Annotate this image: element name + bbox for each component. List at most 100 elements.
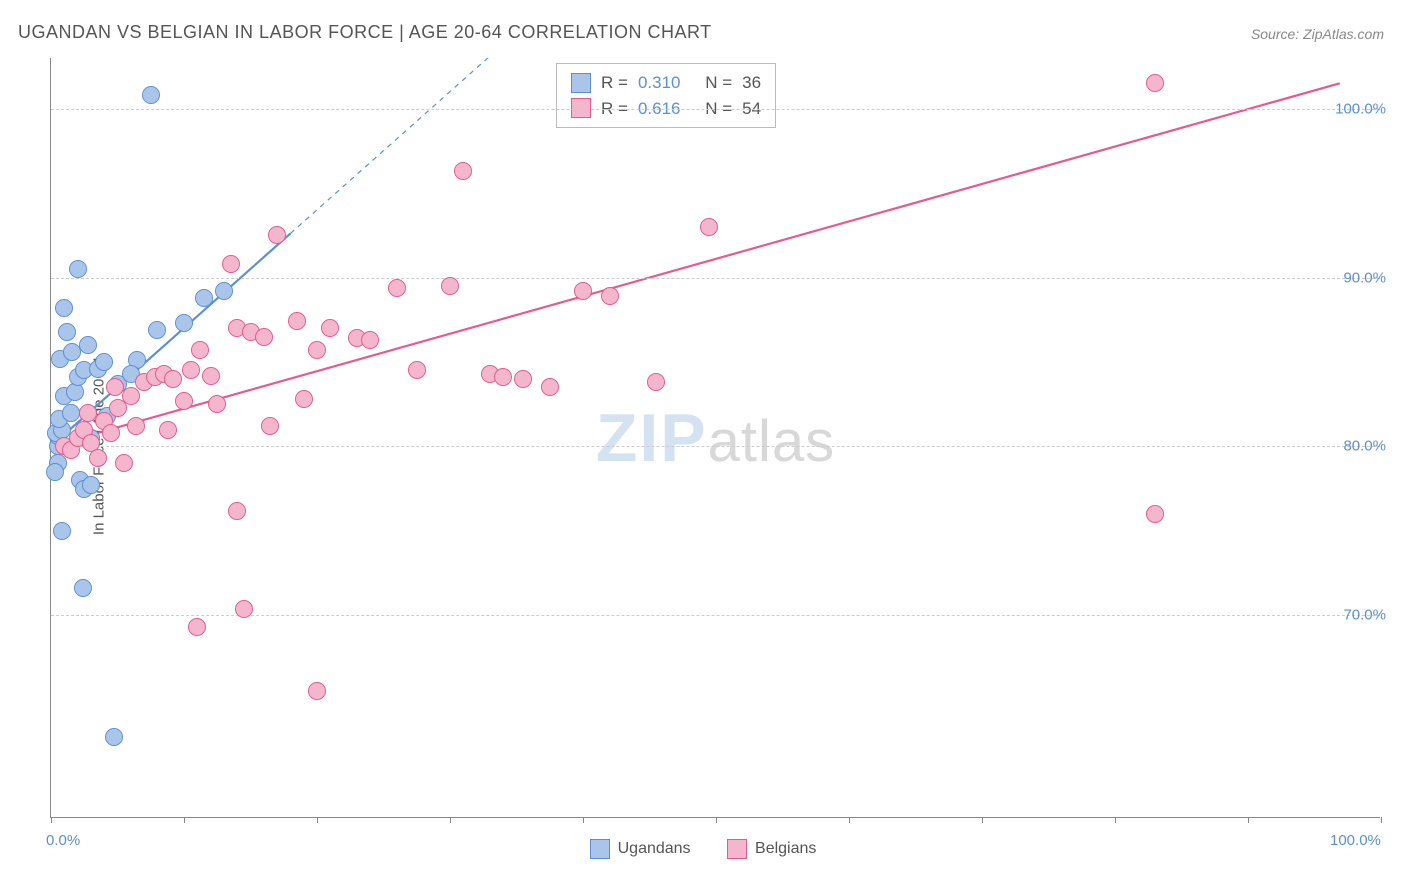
r-label: R = <box>601 70 628 96</box>
trend-lines-svg <box>51 58 1380 817</box>
scatter-point <box>514 370 532 388</box>
scatter-point <box>541 378 559 396</box>
r-value-ugandans: 0.310 <box>638 70 681 96</box>
x-tick <box>982 817 983 823</box>
scatter-point <box>62 404 80 422</box>
x-tick <box>1381 817 1382 823</box>
scatter-point <box>79 404 97 422</box>
swatch-belgians <box>727 839 747 859</box>
scatter-point <box>235 600 253 618</box>
y-tick-label: 80.0% <box>1343 438 1386 455</box>
scatter-point <box>159 421 177 439</box>
n-value-ugandans: 36 <box>742 70 761 96</box>
series-legend: Ugandans Belgians <box>0 839 1406 864</box>
x-tick-label: 100.0% <box>1330 832 1381 849</box>
scatter-point <box>74 579 92 597</box>
scatter-point <box>115 454 133 472</box>
scatter-point <box>142 86 160 104</box>
scatter-point <box>95 353 113 371</box>
scatter-point <box>148 321 166 339</box>
scatter-point <box>122 387 140 405</box>
scatter-point <box>106 378 124 396</box>
scatter-point <box>55 299 73 317</box>
grid-line-h <box>51 109 1380 110</box>
n-label: N = <box>705 70 732 96</box>
x-tick <box>583 817 584 823</box>
correlation-legend: R = 0.310 N = 36 R = 0.616 N = 54 <box>556 63 776 128</box>
chart-title: UGANDAN VS BELGIAN IN LABOR FORCE | AGE … <box>18 22 712 43</box>
scatter-point <box>308 341 326 359</box>
scatter-point <box>647 373 665 391</box>
scatter-point <box>188 618 206 636</box>
legend-item-belgians: Belgians <box>727 839 816 859</box>
legend-label: Belgians <box>755 840 816 858</box>
scatter-point <box>1146 505 1164 523</box>
scatter-point <box>66 383 84 401</box>
scatter-point <box>195 289 213 307</box>
y-tick-label: 70.0% <box>1343 607 1386 624</box>
legend-label: Ugandans <box>618 840 691 858</box>
scatter-point <box>268 226 286 244</box>
scatter-point <box>494 368 512 386</box>
scatter-point <box>89 449 107 467</box>
scatter-point <box>454 162 472 180</box>
scatter-point <box>191 341 209 359</box>
swatch-ugandans <box>571 73 591 93</box>
scatter-point <box>53 522 71 540</box>
grid-line-h <box>51 615 1380 616</box>
x-tick <box>184 817 185 823</box>
scatter-point <box>127 417 145 435</box>
scatter-point <box>79 336 97 354</box>
scatter-point <box>164 370 182 388</box>
scatter-point <box>222 255 240 273</box>
grid-line-h <box>51 446 1380 447</box>
scatter-point <box>175 392 193 410</box>
scatter-point <box>441 277 459 295</box>
x-tick <box>849 817 850 823</box>
scatter-point <box>82 476 100 494</box>
scatter-point <box>321 319 339 337</box>
x-tick <box>1115 817 1116 823</box>
y-tick-label: 90.0% <box>1343 269 1386 286</box>
scatter-point <box>295 390 313 408</box>
legend-item-ugandans: Ugandans <box>590 839 691 859</box>
scatter-point <box>202 367 220 385</box>
x-tick-label: 0.0% <box>46 832 80 849</box>
scatter-point <box>102 424 120 442</box>
scatter-point <box>175 314 193 332</box>
scatter-point <box>182 361 200 379</box>
correlation-row-ugandans: R = 0.310 N = 36 <box>571 70 761 96</box>
scatter-point <box>308 682 326 700</box>
scatter-point <box>46 463 64 481</box>
y-tick-label: 100.0% <box>1335 100 1386 117</box>
scatter-point <box>261 417 279 435</box>
scatter-point <box>1146 74 1164 92</box>
x-tick <box>317 817 318 823</box>
scatter-point <box>208 395 226 413</box>
trend-line <box>51 83 1339 446</box>
watermark: ZIPatlas <box>596 399 835 477</box>
x-tick <box>716 817 717 823</box>
plot-area: ZIPatlas R = 0.310 N = 36 R = 0.616 N = … <box>50 58 1380 818</box>
scatter-point <box>700 218 718 236</box>
grid-line-h <box>51 278 1380 279</box>
scatter-point <box>105 728 123 746</box>
watermark-atlas: atlas <box>708 408 836 475</box>
watermark-zip: ZIP <box>596 399 708 477</box>
scatter-point <box>574 282 592 300</box>
scatter-point <box>388 279 406 297</box>
scatter-point <box>58 323 76 341</box>
scatter-point <box>255 328 273 346</box>
scatter-point <box>215 282 233 300</box>
x-tick <box>51 817 52 823</box>
swatch-ugandans <box>590 839 610 859</box>
scatter-point <box>288 312 306 330</box>
x-tick <box>1248 817 1249 823</box>
scatter-point <box>601 287 619 305</box>
chart-source: Source: ZipAtlas.com <box>1251 26 1384 42</box>
scatter-point <box>69 260 87 278</box>
scatter-point <box>361 331 379 349</box>
chart-container: UGANDAN VS BELGIAN IN LABOR FORCE | AGE … <box>0 0 1406 892</box>
trend-line-extrapolation <box>290 58 489 233</box>
x-tick <box>450 817 451 823</box>
